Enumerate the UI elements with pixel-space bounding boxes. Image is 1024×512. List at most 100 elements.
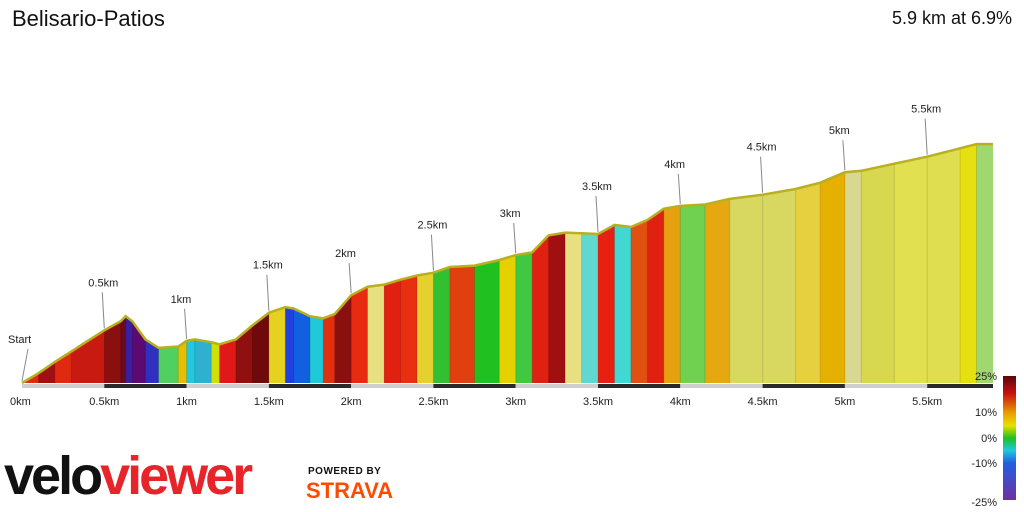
marker-callout — [513, 223, 517, 254]
marker-callout — [842, 140, 846, 171]
legend-label: 25% — [975, 371, 997, 383]
gradient-segment — [252, 144, 270, 383]
gradient-segment — [548, 144, 566, 383]
gradient-segment — [367, 144, 385, 383]
marker-callout — [760, 156, 764, 193]
x-tick-label: 4km — [670, 396, 691, 408]
gradient-segment — [820, 144, 846, 383]
gradient-segment — [976, 144, 993, 383]
gradient-segment — [960, 144, 978, 383]
profile-marker-label: 1.5km — [253, 260, 283, 272]
gradient-segment — [795, 144, 821, 383]
x-tick-label: 1km — [176, 396, 197, 408]
legend-label: -10% — [971, 458, 997, 470]
gradient-segment — [54, 144, 72, 383]
distance-axis: 0km 0.5km 1km 1.5km 2km 2.5km 3km 3.5km 4km 4.5km… — [10, 384, 993, 408]
gradient-segment — [158, 144, 179, 383]
marker-callout — [924, 118, 928, 155]
profile-marker-label: Start — [8, 334, 31, 346]
gradient-segment — [132, 144, 147, 383]
marker-callout — [266, 274, 270, 311]
x-tick-label: 3km — [505, 396, 526, 408]
distance-band — [268, 384, 352, 388]
gradient-segment — [334, 144, 352, 383]
legend-color-bar — [1003, 376, 1016, 500]
gradient-segment — [647, 144, 665, 383]
profile-marker-label: 5km — [829, 125, 850, 137]
gradient-segment — [285, 144, 295, 383]
gradient-segment — [268, 144, 286, 383]
branding: veloviewer POWERED BY STRAVA — [4, 444, 444, 508]
veloviewer-logo: veloviewer — [4, 444, 253, 508]
gradient-segment — [927, 144, 961, 383]
distance-band — [104, 384, 187, 388]
gradient-segment — [630, 144, 648, 383]
logo-part-viewer: viewer — [100, 446, 253, 506]
gradient-segment — [400, 144, 418, 383]
gradient-segment — [351, 144, 369, 383]
x-tick-label: 2km — [341, 396, 362, 408]
gradient-segment — [235, 144, 253, 383]
gradient-segment — [38, 144, 56, 383]
legend-label: 0% — [981, 433, 997, 445]
marker-callout — [348, 263, 352, 294]
gradient-segment — [433, 144, 451, 383]
legend-label: -25% — [971, 497, 997, 509]
gradient-segment — [293, 144, 311, 383]
gradient-segment — [384, 144, 402, 383]
gradient-segment — [417, 144, 435, 383]
marker-callout — [677, 173, 681, 204]
distance-band — [22, 384, 105, 388]
chart-title: Belisario-Patios — [12, 6, 165, 31]
distance-band — [680, 384, 763, 388]
gradient-segment — [310, 144, 324, 383]
powered-by-text: POWERED BY — [308, 466, 382, 477]
legend-label: 10% — [975, 407, 997, 419]
gradient-segment — [894, 144, 928, 383]
gradient-segment — [323, 144, 336, 383]
marker-callout — [184, 308, 188, 339]
gradient-segment — [104, 144, 122, 383]
profile-marker-label: 3km — [500, 208, 521, 220]
gradient-segment — [186, 144, 196, 383]
gradient-segment — [663, 144, 681, 383]
climb-summary: 5.9 km at 6.9% — [891, 8, 1012, 28]
x-tick-label: 4.5km — [748, 396, 778, 408]
distance-band — [844, 384, 928, 388]
distance-band — [927, 384, 993, 388]
gradient-segment — [705, 144, 731, 383]
marker-callout — [21, 348, 29, 382]
profile-marker-label: 1km — [171, 294, 192, 306]
gradient-segment — [449, 144, 476, 383]
distance-band — [762, 384, 845, 388]
x-tick-label: 5km — [834, 396, 855, 408]
x-tick-label: 5.5km — [912, 396, 942, 408]
gradient-segment — [565, 144, 583, 383]
profile-marker-label: 2km — [335, 248, 356, 260]
profile-markers: Start 0.5km 1km 1.5km 2km 2.5km 3km 3.5km 4km 4.5… — [8, 104, 941, 382]
marker-callout — [101, 292, 105, 329]
profile-top-edge — [21, 142, 993, 385]
distance-band — [515, 384, 598, 388]
gradient-segment — [532, 144, 550, 383]
gradient-legend: 25% 10% 0% -10% -25% — [971, 371, 1016, 509]
gradient-segment — [598, 144, 616, 383]
profile-marker-label: 4.5km — [747, 142, 777, 154]
distance-band — [433, 384, 516, 388]
gradient-segment — [614, 144, 632, 383]
x-tick-label: 3.5km — [583, 396, 613, 408]
x-tick-label: 2.5km — [418, 396, 448, 408]
profile-marker-label: 3.5km — [582, 181, 612, 193]
gradient-segments — [22, 144, 993, 383]
gradient-segment — [474, 144, 500, 383]
profile-marker-label: 0.5km — [88, 277, 118, 289]
gradient-segment — [680, 144, 706, 383]
distance-band — [186, 384, 269, 388]
logo-part-velo: velo — [4, 446, 103, 506]
x-tick-label: 0.5km — [89, 396, 119, 408]
gradient-segment — [844, 144, 862, 383]
gradient-segment — [515, 144, 533, 383]
strava-logo: STRAVA — [306, 478, 394, 503]
distance-band — [598, 384, 681, 388]
